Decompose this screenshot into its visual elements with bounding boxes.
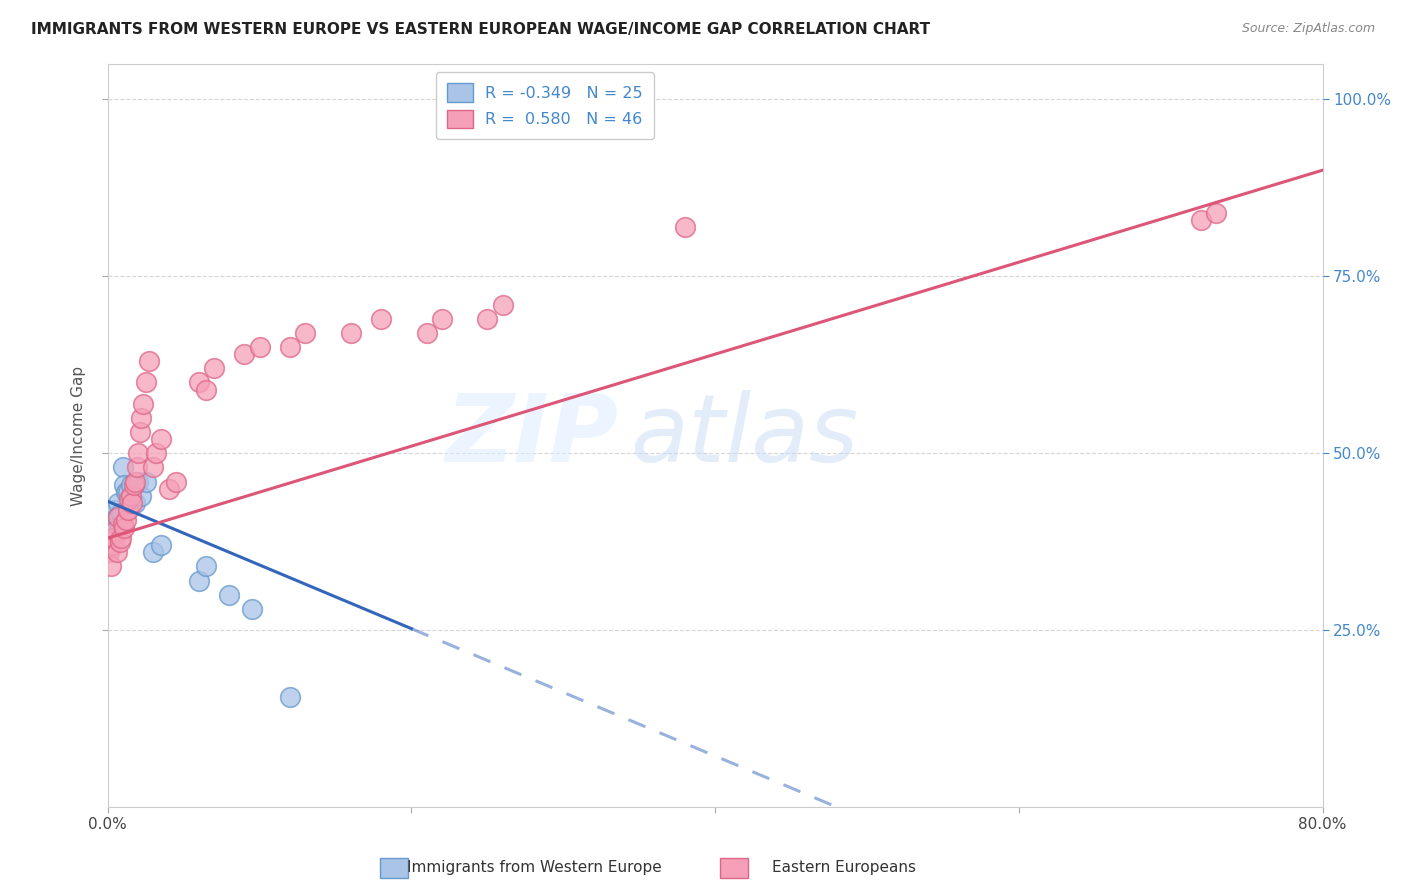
- Point: [125, 460, 148, 475]
- Y-axis label: Wage/Income Gap: Wage/Income Gap: [72, 366, 86, 506]
- Point: [278, 690, 301, 705]
- Point: [124, 496, 146, 510]
- Point: [120, 478, 142, 492]
- Point: [142, 460, 165, 475]
- Point: [118, 492, 141, 507]
- Point: [101, 538, 124, 552]
- Point: [98, 516, 121, 531]
- Point: [165, 475, 187, 489]
- Text: Source: ZipAtlas.com: Source: ZipAtlas.com: [1241, 22, 1375, 36]
- Point: [1205, 205, 1227, 219]
- Text: Eastern Europeans: Eastern Europeans: [772, 860, 915, 874]
- Point: [278, 340, 301, 354]
- Point: [218, 588, 240, 602]
- Point: [187, 574, 209, 588]
- Point: [115, 485, 138, 500]
- Point: [1189, 212, 1212, 227]
- Point: [122, 478, 145, 492]
- Point: [104, 503, 127, 517]
- Point: [415, 326, 437, 340]
- Point: [187, 376, 209, 390]
- Point: [120, 489, 142, 503]
- Point: [107, 496, 129, 510]
- Point: [145, 446, 167, 460]
- Point: [117, 503, 139, 517]
- Point: [339, 326, 361, 340]
- Point: [673, 219, 696, 234]
- Point: [104, 524, 127, 538]
- Point: [135, 376, 157, 390]
- Point: [370, 311, 392, 326]
- Point: [111, 460, 134, 475]
- Point: [105, 509, 128, 524]
- Point: [115, 513, 138, 527]
- Point: [128, 425, 150, 439]
- Point: [124, 475, 146, 489]
- Point: [98, 545, 121, 559]
- Point: [249, 340, 271, 354]
- Text: IMMIGRANTS FROM WESTERN EUROPE VS EASTERN EUROPEAN WAGE/INCOME GAP CORRELATION C: IMMIGRANTS FROM WESTERN EUROPE VS EASTER…: [31, 22, 929, 37]
- Point: [131, 397, 153, 411]
- Point: [121, 496, 143, 510]
- Point: [491, 298, 513, 312]
- Point: [127, 475, 149, 489]
- Point: [114, 520, 136, 534]
- Point: [149, 538, 172, 552]
- Point: [110, 507, 132, 521]
- Point: [127, 446, 149, 460]
- Point: [103, 531, 125, 545]
- Point: [117, 485, 139, 500]
- Point: [101, 520, 124, 534]
- Point: [240, 602, 263, 616]
- Text: ZIP: ZIP: [446, 390, 619, 482]
- Point: [233, 347, 256, 361]
- Text: Immigrants from Western Europe: Immigrants from Western Europe: [406, 860, 662, 874]
- Legend: R = -0.349   N = 25, R =  0.580   N = 46: R = -0.349 N = 25, R = 0.580 N = 46: [436, 72, 654, 139]
- Point: [202, 361, 225, 376]
- Point: [294, 326, 316, 340]
- Point: [157, 482, 180, 496]
- Point: [107, 509, 129, 524]
- Point: [195, 383, 218, 397]
- Point: [111, 516, 134, 531]
- Point: [430, 311, 453, 326]
- Point: [477, 311, 499, 326]
- Point: [138, 354, 160, 368]
- Point: [103, 531, 125, 545]
- Point: [100, 531, 122, 545]
- Point: [114, 478, 136, 492]
- Point: [105, 545, 128, 559]
- Text: atlas: atlas: [630, 390, 859, 481]
- Point: [149, 432, 172, 446]
- Point: [100, 559, 122, 574]
- Point: [108, 520, 131, 534]
- Point: [108, 534, 131, 549]
- Point: [195, 559, 218, 574]
- Point: [129, 410, 152, 425]
- Point: [110, 531, 132, 545]
- Point: [142, 545, 165, 559]
- Point: [135, 475, 157, 489]
- Point: [129, 489, 152, 503]
